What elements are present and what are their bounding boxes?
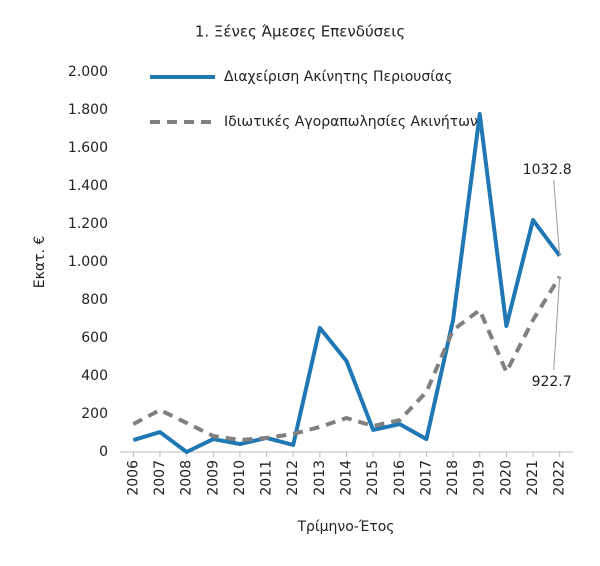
y-tick-label: 800: [81, 292, 108, 308]
x-tick-label: 2018: [445, 460, 461, 496]
y-tick-label: 400: [81, 368, 108, 384]
y-tick-label: 0: [99, 444, 108, 460]
y-tick-label: 1.000: [68, 254, 108, 270]
x-tick-label: 2010: [232, 460, 248, 496]
x-tick-label: 2021: [525, 460, 541, 496]
y-tick-label: 1.200: [68, 216, 108, 232]
x-tick-label: 2015: [365, 460, 381, 496]
y-tick-label: 2.000: [68, 64, 108, 80]
x-tick-label: 2016: [392, 460, 408, 496]
data-label: 1032.8: [523, 162, 572, 178]
legend-label: Ιδιωτικές Αγοραπωλησίες Ακινήτων: [224, 114, 478, 130]
x-tick-label: 2013: [312, 460, 328, 496]
legend-label: Διαχείριση Ακίνητης Περιουσίας: [224, 69, 452, 85]
y-tick-label: 1.800: [68, 102, 108, 118]
x-tick-label: 2014: [339, 460, 355, 496]
x-tick-label: 2009: [205, 460, 221, 496]
x-tick-label: 2011: [259, 460, 275, 496]
chart-title: 1. Ξένες Άμεσες Επενδύσεις: [195, 23, 405, 41]
x-tick-label: 2019: [472, 460, 488, 496]
y-axis-label: Εκατ. €: [32, 236, 48, 289]
series-line: [132, 111, 562, 454]
x-tick-label: 2012: [285, 460, 301, 496]
x-tick-label: 2017: [418, 460, 434, 496]
data-label: 922.7: [532, 374, 572, 390]
x-axis-label: Τρίμηνο-Έτος: [296, 519, 394, 535]
x-tick-label: 2006: [125, 460, 141, 496]
leader-line: [553, 179, 561, 256]
x-tick-label: 2020: [498, 460, 514, 496]
x-tick-label: 2007: [152, 460, 168, 496]
y-tick-label: 200: [81, 406, 108, 422]
leader-line: [553, 276, 561, 371]
y-tick-label: 1.400: [68, 178, 108, 194]
x-tick-label: 2022: [552, 460, 568, 496]
series-line: [132, 275, 562, 443]
x-tick-label: 2008: [179, 460, 195, 496]
y-tick-label: 600: [81, 330, 108, 346]
y-tick-label: 1.600: [68, 140, 108, 156]
